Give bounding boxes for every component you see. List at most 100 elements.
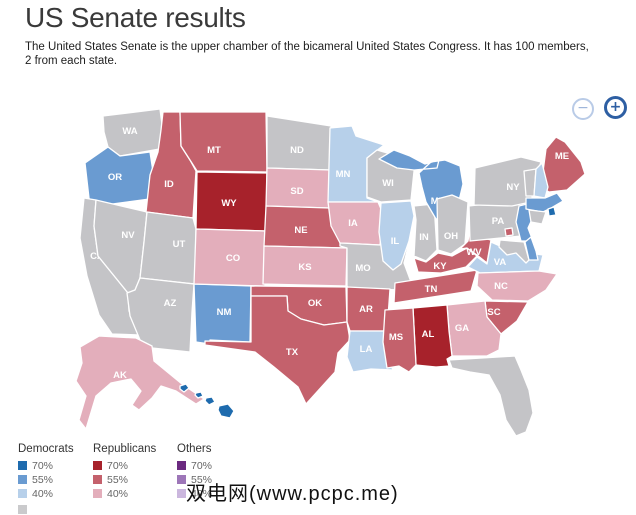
state-label-AZ: AZ — [164, 298, 177, 309]
state-RI[interactable] — [547, 206, 557, 217]
legend-row: 55% — [93, 473, 156, 486]
state-NH[interactable] — [533, 162, 549, 199]
legend-group-others: Others 70% 55% 40% — [177, 443, 212, 503]
state-AK[interactable] — [75, 335, 205, 430]
legend-row: 70% — [18, 459, 74, 472]
state-label-NE: NE — [294, 225, 307, 236]
legend-swatch — [18, 461, 27, 470]
state-label-NY: NY — [506, 182, 520, 193]
legend-swatch — [18, 475, 27, 484]
state-UT[interactable] — [139, 211, 197, 285]
legend-pct-label: 55% — [32, 473, 54, 486]
state-HI[interactable] — [179, 383, 235, 419]
state-label-MT: MT — [207, 145, 221, 156]
page-description: The United States Senate is the upper ch… — [25, 41, 589, 68]
state-label-AR: AR — [359, 304, 373, 315]
state-label-WV: WV — [466, 247, 482, 258]
state-WV[interactable] — [459, 228, 492, 264]
legend-row: 40% — [177, 487, 213, 500]
state-label-TX: TX — [286, 347, 299, 358]
state-label-VA: VA — [494, 257, 507, 268]
page-description-line1: The United States Senate is the upper ch… — [25, 41, 589, 53]
state-AZ[interactable] — [126, 277, 195, 353]
state-KS[interactable] — [262, 245, 348, 287]
legend-pct-label: 40% — [32, 487, 54, 500]
state-label-NM: NM — [217, 307, 232, 318]
legend-row: 55% — [177, 473, 213, 486]
state-ND[interactable] — [266, 115, 332, 171]
legend-row: 70% — [93, 459, 156, 472]
state-label-IL: IL — [391, 236, 400, 247]
legend-swatch — [177, 489, 186, 498]
state-label-ID: ID — [164, 179, 174, 190]
legend-group-democrats: Democrats 70% 55% 40% — [18, 443, 74, 503]
state-label-WY: WY — [221, 198, 237, 209]
state-label-OR: OR — [108, 172, 122, 183]
legend-swatch — [18, 489, 27, 498]
state-TN[interactable] — [393, 269, 478, 304]
state-label-AK: AK — [113, 370, 127, 381]
state-label-GA: GA — [455, 323, 469, 334]
state-DE[interactable] — [524, 236, 539, 261]
state-label-SC: SC — [487, 307, 500, 318]
state-label-PA: PA — [492, 216, 505, 227]
state-label-TN: TN — [425, 284, 438, 295]
legend-swatch — [93, 489, 102, 498]
legend-pct-label: 70% — [191, 459, 213, 472]
legend-swatch — [177, 461, 186, 470]
legend-pct-label: 70% — [32, 459, 54, 472]
legend-swatch — [93, 461, 102, 470]
state-label-LA: LA — [360, 344, 373, 355]
legend-row: 70% — [177, 459, 213, 472]
state-label-KS: KS — [298, 262, 311, 273]
legend-group-label: Republicans — [93, 443, 157, 455]
legend-pct-label: 40% — [191, 487, 213, 500]
state-label-WA: WA — [122, 126, 137, 137]
legend-row: 40% — [18, 487, 74, 500]
legend-pct-label: 40% — [107, 487, 129, 500]
state-MS[interactable] — [382, 307, 417, 373]
page-description-line2: 2 from each state. — [25, 54, 118, 67]
legend-pct-label: 55% — [191, 473, 213, 486]
state-label-IA: IA — [348, 218, 358, 229]
zoom-in-button[interactable]: + — [604, 96, 627, 119]
state-label-IN: IN — [419, 232, 429, 243]
state-label-ND: ND — [290, 145, 304, 156]
state-label-FL: FL — [483, 377, 495, 388]
watermark: 双电网(www.pcpc.me) — [186, 483, 399, 505]
state-label-CA: CA — [90, 251, 104, 262]
page-title: US Senate results — [25, 2, 246, 33]
state-AL[interactable] — [412, 304, 453, 368]
legend-partial-swatch — [18, 505, 27, 514]
state-FL[interactable] — [448, 355, 534, 437]
zoom-out-button[interactable]: − — [572, 98, 594, 120]
state-label-ME: ME — [555, 151, 569, 162]
state-NC[interactable] — [476, 270, 558, 302]
state-label-SD: SD — [290, 186, 303, 197]
legend-swatch — [93, 475, 102, 484]
state-label-WI: WI — [382, 178, 394, 189]
legend-row: 55% — [18, 473, 74, 486]
state-label-AL: AL — [422, 329, 435, 340]
legend-pct-label: 70% — [107, 459, 129, 472]
state-IL[interactable] — [378, 200, 415, 271]
state-label-OK: OK — [308, 298, 322, 309]
state-label-CO: CO — [226, 253, 240, 264]
legend-swatch — [177, 475, 186, 484]
state-MT[interactable] — [179, 111, 268, 173]
state-label-UT: UT — [173, 239, 186, 250]
state-MD[interactable] — [498, 239, 530, 264]
state-label-MI: MI — [431, 196, 442, 207]
legend-group-republicans: Republicans 70% 55% 40% — [93, 443, 156, 503]
state-DC[interactable] — [504, 227, 514, 237]
legend-pct-label: 55% — [107, 473, 129, 486]
state-label-OH: OH — [444, 231, 458, 242]
state-TX[interactable] — [204, 295, 351, 405]
legend-row: 40% — [93, 487, 156, 500]
state-label-NV: NV — [121, 230, 135, 241]
state-CT[interactable] — [528, 209, 547, 225]
state-label-MS: MS — [389, 332, 403, 343]
state-ME[interactable] — [540, 136, 586, 193]
state-label-MO: MO — [355, 263, 370, 274]
